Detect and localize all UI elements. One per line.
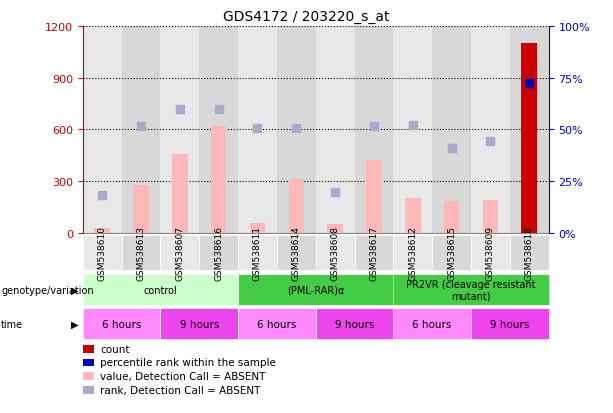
Bar	[172, 154, 188, 233]
Text: GSM538608: GSM538608	[330, 225, 340, 280]
Text: GSM538612: GSM538612	[408, 225, 417, 280]
Bar	[394, 27, 432, 233]
Text: GSM538614: GSM538614	[292, 225, 301, 280]
Point	[408, 123, 417, 129]
Text: 9 hours: 9 hours	[180, 319, 219, 329]
Text: GSM538616: GSM538616	[214, 225, 223, 280]
Text: GSM538613: GSM538613	[137, 225, 145, 280]
Bar	[327, 225, 343, 233]
Text: GSM538618: GSM538618	[525, 225, 534, 280]
Bar	[238, 27, 277, 233]
Text: ▶: ▶	[71, 319, 78, 329]
Bar	[432, 27, 471, 233]
Point	[369, 123, 379, 130]
Bar	[94, 228, 110, 233]
Bar	[121, 27, 161, 233]
Point	[447, 146, 457, 152]
Text: genotype/variation: genotype/variation	[1, 285, 94, 295]
Text: GSM538617: GSM538617	[370, 225, 378, 280]
Text: 6 hours: 6 hours	[257, 319, 297, 329]
Text: 6 hours: 6 hours	[413, 319, 452, 329]
Bar	[211, 127, 226, 233]
Point	[330, 189, 340, 195]
Text: PR2VR (cleavage resistant
mutant): PR2VR (cleavage resistant mutant)	[406, 279, 536, 301]
Text: (PML-RAR)α: (PML-RAR)α	[287, 285, 345, 295]
Point	[214, 106, 224, 113]
Point	[291, 125, 301, 132]
Text: GSM538610: GSM538610	[97, 225, 107, 280]
Bar	[405, 199, 421, 233]
Bar	[249, 223, 265, 233]
Point	[524, 80, 534, 87]
Point	[97, 192, 107, 199]
Text: GSM538607: GSM538607	[175, 225, 185, 280]
Text: ▶: ▶	[71, 285, 78, 295]
Text: 9 hours: 9 hours	[335, 319, 374, 329]
Text: percentile rank within the sample: percentile rank within the sample	[100, 358, 276, 368]
Point	[136, 123, 146, 130]
Bar	[366, 161, 382, 233]
Text: time: time	[1, 319, 23, 329]
Point	[253, 125, 262, 132]
Bar	[444, 202, 459, 233]
Text: GDS4172 / 203220_s_at: GDS4172 / 203220_s_at	[223, 10, 390, 24]
Point	[485, 139, 495, 145]
Text: control: control	[143, 285, 177, 295]
Text: 6 hours: 6 hours	[102, 319, 141, 329]
Bar	[482, 201, 498, 233]
Bar	[510, 27, 549, 233]
Bar	[316, 27, 354, 233]
Bar	[277, 27, 316, 233]
Bar	[471, 27, 510, 233]
Text: GSM538609: GSM538609	[486, 225, 495, 280]
Bar	[199, 27, 238, 233]
Bar	[83, 27, 121, 233]
Bar	[522, 44, 537, 233]
Bar	[289, 180, 304, 233]
Text: rank, Detection Call = ABSENT: rank, Detection Call = ABSENT	[100, 385, 261, 395]
Text: GSM538615: GSM538615	[447, 225, 456, 280]
Bar	[133, 185, 149, 233]
Text: GSM538611: GSM538611	[253, 225, 262, 280]
Point	[175, 106, 185, 113]
Text: 9 hours: 9 hours	[490, 319, 530, 329]
Text: value, Detection Call = ABSENT: value, Detection Call = ABSENT	[100, 371, 265, 381]
Bar	[354, 27, 394, 233]
Bar	[161, 27, 199, 233]
Text: count: count	[100, 344, 129, 354]
